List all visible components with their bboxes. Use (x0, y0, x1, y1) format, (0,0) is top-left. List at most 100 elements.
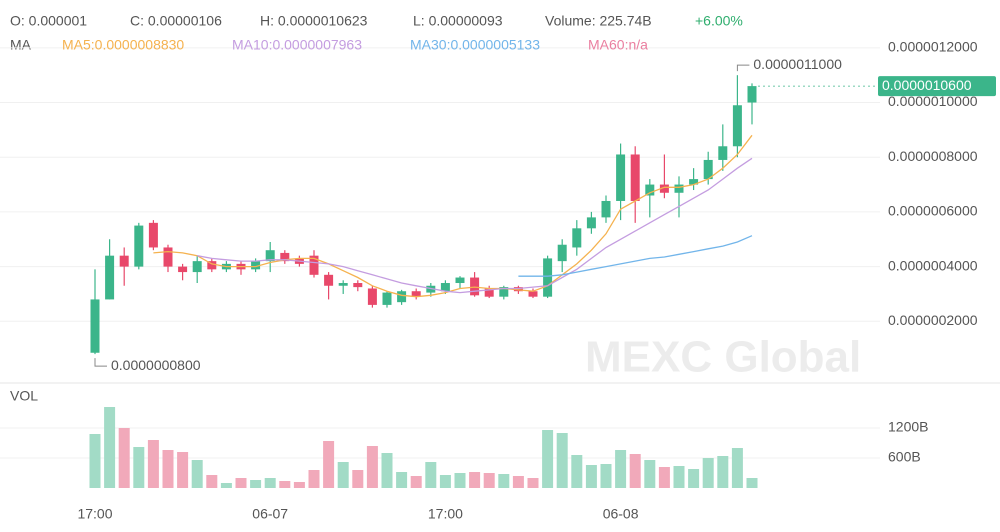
header-high: H: 0.0000010623 (260, 13, 368, 29)
volume-bar (250, 480, 262, 488)
candle-body (265, 250, 275, 262)
header-low: L: 0.00000093 (413, 13, 503, 29)
volume-bar (644, 460, 656, 488)
volume-bar (410, 476, 422, 488)
candle-body (513, 287, 523, 292)
candle-body (90, 299, 100, 353)
candle-body (732, 105, 742, 147)
volume-bar (702, 458, 714, 488)
candle-body (557, 244, 567, 262)
header-open: O: 0.000001 (10, 13, 87, 29)
candle-body (718, 146, 728, 160)
candle-body (309, 255, 319, 275)
candle-body (703, 159, 713, 180)
volume-bar (323, 441, 335, 488)
volume-bar (381, 453, 393, 488)
candle-body (397, 291, 407, 303)
volume-bar (264, 478, 276, 488)
candle-body (674, 184, 684, 193)
candle-body (207, 261, 217, 270)
volume-bar (177, 452, 189, 488)
volume-bar (483, 473, 495, 488)
volume-bar (688, 469, 700, 488)
volume-bar (512, 476, 524, 488)
min-label: 0.0000000800 (111, 357, 201, 373)
y-tick-label: 0.0000010000 (888, 93, 978, 109)
candle-body (163, 247, 173, 267)
watermark: MEXC Global (585, 333, 861, 382)
candle-body (601, 200, 611, 218)
y-tick-label: 0.0000008000 (888, 148, 978, 164)
x-tick-label: 17:00 (77, 506, 112, 522)
volume-bar (366, 446, 378, 488)
candle-body (411, 291, 421, 297)
ma-line (197, 157, 753, 294)
candle-body (426, 285, 436, 293)
candle-body (630, 154, 640, 201)
volume-bar (279, 481, 291, 488)
candle-body (324, 274, 334, 286)
volume-bar (425, 462, 437, 488)
candle-body (572, 228, 582, 248)
volume-bar (162, 450, 174, 488)
volume-bar (293, 482, 305, 488)
volume-bar (658, 467, 670, 488)
volume-bar (731, 448, 743, 488)
candle-body (689, 179, 699, 185)
ma-legend: MA30:0.0000005133 (410, 37, 540, 53)
ma-legend: MA60:n/a (588, 37, 648, 53)
ma-line (518, 235, 753, 277)
volume-bar (746, 478, 758, 488)
volume-bar (133, 447, 145, 488)
volume-bar (600, 464, 612, 488)
candle-body (178, 266, 188, 273)
candle-body (367, 288, 377, 305)
volume-bar (585, 465, 597, 488)
min-arrow (94, 358, 107, 367)
volume-bar (104, 407, 116, 488)
candle-body (251, 261, 261, 270)
candle-body (470, 277, 480, 296)
volume-bar (352, 470, 364, 488)
x-tick-label: 17:00 (428, 506, 463, 522)
volume-bar (556, 433, 568, 488)
x-tick-label: 06-08 (603, 506, 639, 522)
volume-bar (396, 472, 408, 488)
candle-body (455, 277, 465, 284)
volume-bar (498, 474, 510, 488)
volume-bar (439, 475, 451, 488)
last-price-tag (878, 76, 996, 97)
candle-body (484, 288, 494, 297)
x-tick-label: 06-07 (252, 506, 288, 522)
last-price-label: 0.0000010600 (882, 77, 972, 93)
ma-legend: MA10:0.0000007963 (232, 37, 362, 53)
volume-bar (717, 456, 729, 488)
candle-body (192, 261, 202, 273)
y-tick-label: 0.0000006000 (888, 203, 978, 219)
candle-body (440, 283, 450, 292)
candle-body (119, 255, 129, 267)
volume-bar (571, 455, 583, 488)
ma-line (153, 134, 753, 298)
volume-label: VOL (10, 388, 38, 404)
candle-body (747, 86, 757, 103)
ma-legend: MA5:0.0000008830 (62, 37, 184, 53)
volume-bar (147, 440, 159, 488)
volume-bar (206, 475, 218, 488)
volume-tick-label: 1200B (888, 419, 928, 435)
volume-bar (308, 470, 320, 488)
volume-bar (454, 473, 466, 488)
y-tick-label: 0.0000004000 (888, 257, 978, 273)
candle-body (338, 283, 348, 286)
volume-bar (629, 454, 641, 488)
candle-body (353, 283, 363, 288)
volume-bar (235, 478, 247, 488)
volume-bar (542, 430, 554, 488)
candle-body (645, 184, 655, 196)
max-label: 0.0000011000 (753, 56, 842, 72)
candle-body (499, 287, 509, 297)
max-arrow (736, 64, 750, 72)
header-close: C: 0.00000106 (130, 13, 222, 29)
candle-body (586, 217, 596, 229)
